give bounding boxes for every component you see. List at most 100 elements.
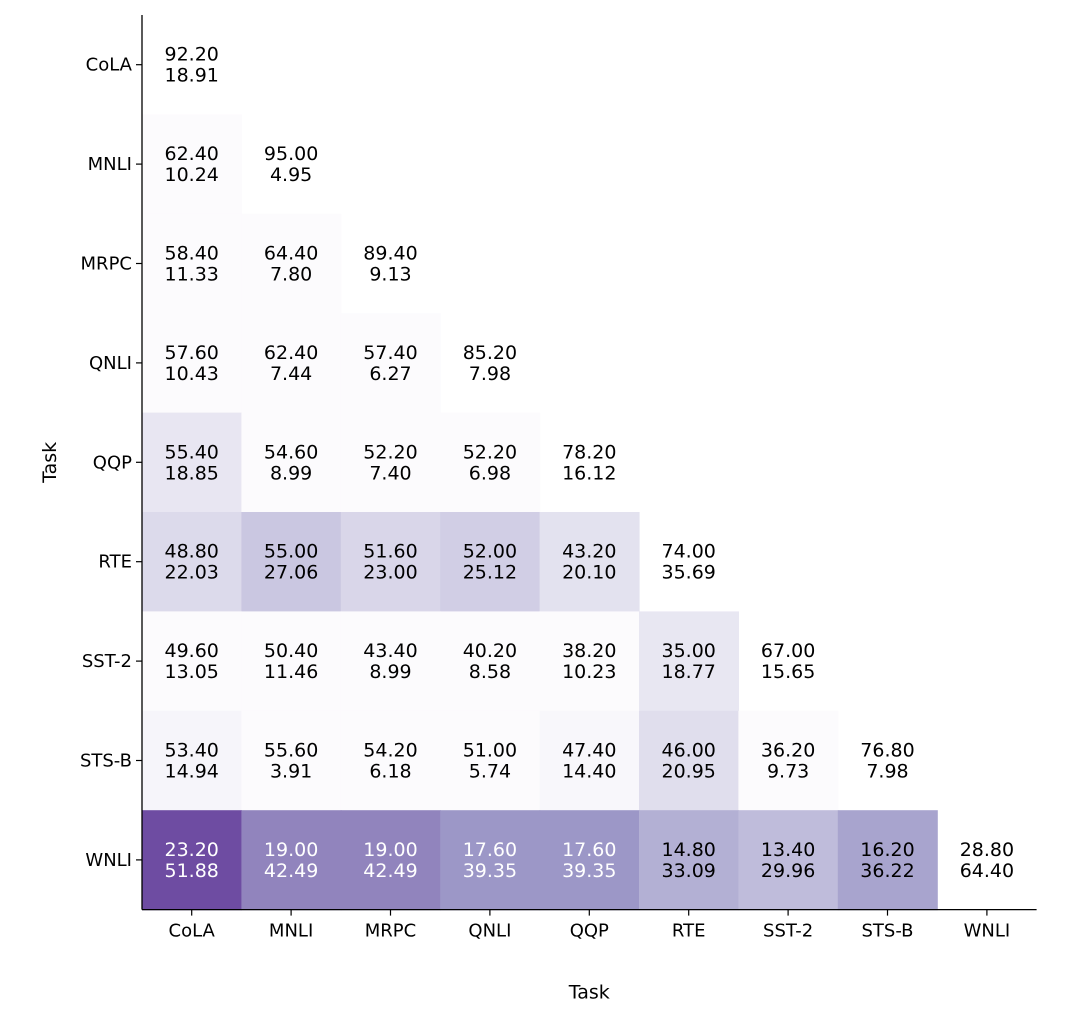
- y-tick-label-MNLI: MNLI: [88, 154, 132, 175]
- cell-value-WNLI-RTE: 14.80: [661, 839, 715, 861]
- heatmap-cell-STS-B-QNLI: [440, 710, 541, 811]
- cell-deviation-STS-B-STS-B: 7.98: [866, 761, 908, 783]
- cell-deviation-QNLI-QNLI: 7.98: [469, 363, 511, 385]
- heatmap-cell-RTE-QNLI: [440, 512, 541, 612]
- heatmap-cell-WNLI-RTE: [639, 810, 739, 911]
- heatmap-cell-WNLI-MRPC: [340, 810, 441, 911]
- x-tick-label-QNLI: QNLI: [468, 921, 511, 942]
- cell-value-STS-B-STS-B: 76.80: [860, 740, 914, 762]
- cell-deviation-QNLI-CoLA: 10.43: [164, 363, 218, 385]
- heatmap-cell-WNLI-QNLI: [440, 810, 541, 911]
- cell-deviation-QQP-MNLI: 8.99: [270, 462, 312, 484]
- cell-deviation-SST-2-QNLI: 8.58: [469, 661, 511, 683]
- cell-deviation-CoLA-CoLA: 18.91: [164, 65, 218, 87]
- cell-deviation-WNLI-QQP: 39.35: [562, 860, 616, 882]
- cell-value-WNLI-MNLI: 19.00: [264, 839, 318, 861]
- x-tick-label-MNLI: MNLI: [269, 921, 313, 942]
- cell-deviation-WNLI-STS-B: 36.22: [860, 860, 914, 882]
- cell-value-QNLI-QNLI: 85.20: [463, 342, 517, 364]
- cell-value-WNLI-QNLI: 17.60: [463, 839, 517, 861]
- cell-deviation-SST-2-MNLI: 11.46: [264, 661, 318, 683]
- cell-deviation-WNLI-MRPC: 42.49: [363, 860, 417, 882]
- heatmap-cell-STS-B-RTE: [639, 710, 739, 811]
- cell-value-MRPC-CoLA: 58.40: [164, 243, 218, 265]
- x-axis-ticks: CoLA MNLI MRPC QNLI QQP RTE SST-2 STS-B WNLI: [169, 909, 1010, 942]
- cell-deviation-MNLI-MNLI: 4.95: [270, 164, 312, 186]
- cell-deviation-RTE-QNLI: 25.12: [463, 562, 517, 584]
- cell-deviation-RTE-CoLA: 22.03: [164, 562, 218, 584]
- heatmap-cell-STS-B-MNLI: [241, 710, 342, 811]
- y-tick-label-RTE: RTE: [98, 552, 132, 573]
- cell-value-SST-2-MRPC: 43.40: [363, 640, 417, 662]
- x-tick-label-CoLA: CoLA: [169, 921, 216, 942]
- cell-deviation-WNLI-RTE: 33.09: [661, 860, 715, 882]
- cell-value-RTE-QQP: 43.20: [562, 541, 616, 563]
- y-tick-label-QQP: QQP: [93, 452, 132, 473]
- cell-deviation-WNLI-QNLI: 39.35: [463, 860, 517, 882]
- heatmap-cell-RTE-MRPC: [340, 512, 441, 612]
- cell-deviation-QQP-QNLI: 6.98: [469, 462, 511, 484]
- heatmap-cell-SST-2-CoLA: [142, 611, 242, 712]
- heatmap-cell-QNLI-MRPC: [340, 313, 441, 414]
- cell-value-MNLI-MNLI: 95.00: [264, 143, 318, 165]
- cell-deviation-QQP-CoLA: 18.85: [164, 462, 218, 484]
- y-axis-title: Task: [39, 442, 61, 484]
- heatmap-cell-QQP-QNLI: [440, 412, 541, 513]
- cell-value-SST-2-QNLI: 40.20: [463, 640, 517, 662]
- cell-deviation-WNLI-WNLI: 64.40: [960, 860, 1014, 882]
- x-tick-label-MRPC: MRPC: [365, 921, 416, 942]
- heatmap-cell-SST-2-RTE: [639, 611, 739, 712]
- cell-deviation-STS-B-MRPC: 6.18: [369, 761, 411, 783]
- cell-deviation-WNLI-CoLA: 51.88: [164, 860, 218, 882]
- cell-value-RTE-RTE: 74.00: [661, 541, 715, 563]
- heatmap-cell-SST-2-QQP: [539, 611, 640, 712]
- heatmap-cell-WNLI-QQP: [539, 810, 640, 911]
- cell-deviation-QNLI-MNLI: 7.44: [270, 363, 312, 385]
- x-tick-label-QQP: QQP: [570, 921, 609, 942]
- cell-value-QNLI-CoLA: 57.60: [164, 342, 218, 364]
- x-tick-label-SST-2: SST-2: [763, 921, 813, 942]
- heatmap-cell-MNLI-CoLA: [142, 114, 242, 215]
- heatmap-cell-RTE-QQP: [539, 512, 640, 612]
- cell-value-QQP-QQP: 78.20: [562, 441, 616, 463]
- cell-value-CoLA-CoLA: 92.20: [164, 44, 218, 66]
- y-tick-label-WNLI: WNLI: [85, 850, 132, 871]
- heatmap-cell-WNLI-MNLI: [241, 810, 342, 911]
- heatmap-cell-RTE-CoLA: [142, 512, 242, 612]
- cell-value-WNLI-STS-B: 16.20: [860, 839, 914, 861]
- cell-deviation-STS-B-CoLA: 14.94: [164, 761, 218, 783]
- heatmap-cell-STS-B-SST-2: [738, 710, 839, 811]
- cell-deviation-RTE-MRPC: 23.00: [363, 562, 417, 584]
- cell-deviation-SST-2-SST-2: 15.65: [761, 661, 815, 683]
- heatmap-cell-STS-B-CoLA: [142, 710, 242, 811]
- cell-deviation-STS-B-QQP: 14.40: [562, 761, 616, 783]
- cell-deviation-MRPC-CoLA: 11.33: [164, 264, 218, 286]
- x-axis-title: Task: [568, 982, 610, 1004]
- cell-deviation-SST-2-QQP: 10.23: [562, 661, 616, 683]
- heatmap-cell-QQP-CoLA: [142, 412, 242, 513]
- y-tick-label-STS-B: STS-B: [80, 751, 132, 772]
- cell-deviation-RTE-QQP: 20.10: [562, 562, 616, 584]
- cell-value-STS-B-QQP: 47.40: [562, 740, 616, 762]
- cell-value-SST-2-SST-2: 67.00: [761, 640, 815, 662]
- cell-deviation-WNLI-SST-2: 29.96: [761, 860, 815, 882]
- cell-value-RTE-MRPC: 51.60: [363, 541, 417, 563]
- cell-deviation-SST-2-MRPC: 8.99: [369, 661, 411, 683]
- heatmap-cell-SST-2-MNLI: [241, 611, 342, 712]
- cell-value-WNLI-SST-2: 13.40: [761, 839, 815, 861]
- cell-value-WNLI-CoLA: 23.20: [164, 839, 218, 861]
- cell-value-WNLI-MRPC: 19.00: [363, 839, 417, 861]
- cell-value-STS-B-CoLA: 53.40: [164, 740, 218, 762]
- heatmap-cell-WNLI-CoLA: [142, 810, 242, 911]
- cell-value-MNLI-CoLA: 62.40: [164, 143, 218, 165]
- cell-value-STS-B-RTE: 46.00: [661, 740, 715, 762]
- cell-value-SST-2-QQP: 38.20: [562, 640, 616, 662]
- cell-deviation-RTE-RTE: 35.69: [661, 562, 715, 584]
- cell-deviation-SST-2-CoLA: 13.05: [164, 661, 218, 683]
- cell-value-RTE-QNLI: 52.00: [463, 541, 517, 563]
- y-tick-label-CoLA: CoLA: [86, 55, 133, 76]
- heatmap-cell-WNLI-STS-B: [837, 810, 938, 911]
- cell-value-QQP-MRPC: 52.20: [363, 441, 417, 463]
- heatmap-cell-RTE-MNLI: [241, 512, 342, 612]
- cell-deviation-RTE-MNLI: 27.06: [264, 562, 318, 584]
